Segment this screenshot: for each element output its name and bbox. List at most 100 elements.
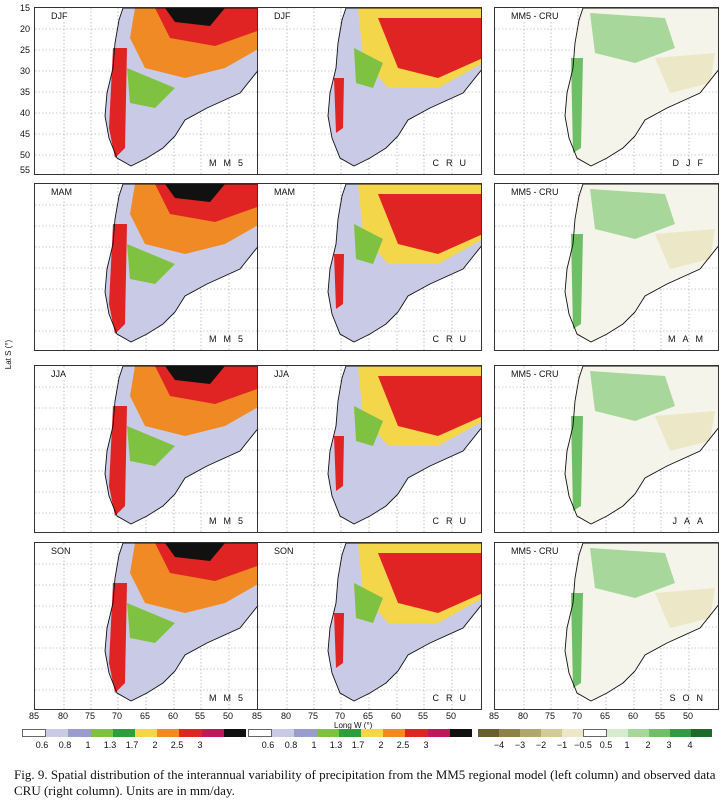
- colorbar-label: 1: [85, 740, 91, 750]
- colorbar-label: 0.8: [58, 740, 72, 750]
- panel-djf-mm5: DJF MM5: [34, 7, 259, 175]
- lon-tick: 55: [194, 711, 205, 721]
- lon-tick: 60: [627, 711, 638, 721]
- colorbar-label: 1: [624, 740, 630, 750]
- lon-tick: 60: [390, 711, 401, 721]
- precip-map: [258, 184, 481, 350]
- diff-map: [495, 8, 718, 174]
- season-label: SON: [272, 546, 296, 556]
- colorbar-label: 0.6: [35, 740, 49, 750]
- lon-tick: 70: [111, 711, 122, 721]
- panel-jja-cru: JJA CRU: [257, 365, 482, 533]
- lat-tick: 55: [19, 165, 30, 175]
- colorbar-label: 3: [423, 740, 429, 750]
- panel-son-cru: SON CRU: [257, 542, 482, 710]
- colorbar-label: 1.7: [125, 740, 139, 750]
- season-tag: JAA: [672, 516, 710, 526]
- colorbar-label: 0.8: [284, 740, 298, 750]
- season-label: MAM: [272, 187, 297, 197]
- panel-mam-mm5: MAM MM5: [34, 183, 259, 351]
- lat-tick: 30: [19, 66, 30, 76]
- source-tag: MM5: [209, 334, 250, 344]
- colorbar-label: 2.5: [396, 740, 410, 750]
- colorbar-label: 1.3: [103, 740, 117, 750]
- colorbar-precip-left: [22, 729, 247, 737]
- colorbar-label: 0.5: [599, 740, 613, 750]
- lon-tick: 70: [334, 711, 345, 721]
- colorbar-label: 3: [666, 740, 672, 750]
- lon-tick: 75: [307, 711, 318, 721]
- lon-tick: 50: [682, 711, 693, 721]
- source-tag: CRU: [432, 158, 473, 168]
- lon-tick: 60: [167, 711, 178, 721]
- panel-son-mm5: SON MM5: [34, 542, 259, 710]
- colorbar-label: −4: [493, 740, 505, 750]
- lon-tick: 75: [544, 711, 555, 721]
- colorbar-precip-middle: [248, 729, 473, 737]
- lat-tick: 45: [19, 129, 30, 139]
- lon-tick: 70: [571, 711, 582, 721]
- source-tag: CRU: [432, 693, 473, 703]
- colorbar-label: 1.7: [351, 740, 365, 750]
- figure-caption: Fig. 9. Spatial distribution of the inte…: [14, 767, 716, 798]
- season-label: MAM: [49, 187, 74, 197]
- lat-tick: 50: [19, 150, 30, 160]
- lat-tick: 15: [19, 3, 30, 13]
- lat-tick: 40: [19, 108, 30, 118]
- season-label: JJA: [272, 369, 292, 379]
- source-tag: CRU: [432, 516, 473, 526]
- diff-label: MM5 - CRU: [509, 11, 561, 21]
- lon-tick: 80: [280, 711, 291, 721]
- panel-djf-cru: DJF CRU: [257, 7, 482, 175]
- precip-map: [258, 543, 481, 709]
- colorbar-label: 2: [378, 740, 384, 750]
- season-label: JJA: [49, 369, 69, 379]
- precip-map: [35, 366, 258, 532]
- lon-tick: 85: [251, 711, 262, 721]
- colorbar-label: −3: [514, 740, 526, 750]
- lon-tick: 55: [654, 711, 665, 721]
- lon-tick: 85: [28, 711, 39, 721]
- lat-tick: 25: [19, 45, 30, 55]
- precip-map: [35, 8, 258, 174]
- lon-tick: 65: [139, 711, 150, 721]
- lon-tick: 65: [362, 711, 373, 721]
- season-tag: MAM: [668, 334, 710, 344]
- colorbar-label: 1.3: [329, 740, 343, 750]
- colorbar-label: −1: [556, 740, 568, 750]
- diff-label: MM5 - CRU: [509, 546, 561, 556]
- lon-tick: 80: [517, 711, 528, 721]
- colorbar-label: 4: [687, 740, 693, 750]
- precip-map: [35, 543, 258, 709]
- lon-tick: 75: [84, 711, 95, 721]
- colorbar-label: 1: [311, 740, 317, 750]
- colorbar-label: 0.6: [261, 740, 275, 750]
- lat-tick: 20: [19, 24, 30, 34]
- season-label: DJF: [49, 11, 70, 21]
- season-tag: SON: [669, 693, 710, 703]
- x-axis-label: Long W (°): [334, 721, 373, 730]
- season-label: DJF: [272, 11, 293, 21]
- lon-tick: 85: [488, 711, 499, 721]
- lat-tick: 35: [19, 87, 30, 97]
- lon-tick: 50: [222, 711, 233, 721]
- panel-mam-cru: MAM CRU: [257, 183, 482, 351]
- panel-mam-diff: MM5 - CRU MAM: [494, 183, 719, 351]
- lon-tick: 55: [417, 711, 428, 721]
- precip-map: [258, 8, 481, 174]
- y-axis-label: Lat S (°): [4, 339, 14, 370]
- diff-label: MM5 - CRU: [509, 187, 561, 197]
- colorbar-label: −2: [535, 740, 547, 750]
- panel-djf-diff: MM5 - CRU DJF: [494, 7, 719, 175]
- precip-map: [258, 366, 481, 532]
- panel-jja-mm5: JJA MM5: [34, 365, 259, 533]
- colorbar-label: 2: [152, 740, 158, 750]
- precip-map: [35, 184, 258, 350]
- source-tag: CRU: [432, 334, 473, 344]
- colorbar-label: 3: [197, 740, 203, 750]
- diff-map: [495, 543, 718, 709]
- colorbar-label: 2.5: [170, 740, 184, 750]
- source-tag: MM5: [209, 516, 250, 526]
- diff-label: MM5 - CRU: [509, 369, 561, 379]
- lon-tick: 65: [599, 711, 610, 721]
